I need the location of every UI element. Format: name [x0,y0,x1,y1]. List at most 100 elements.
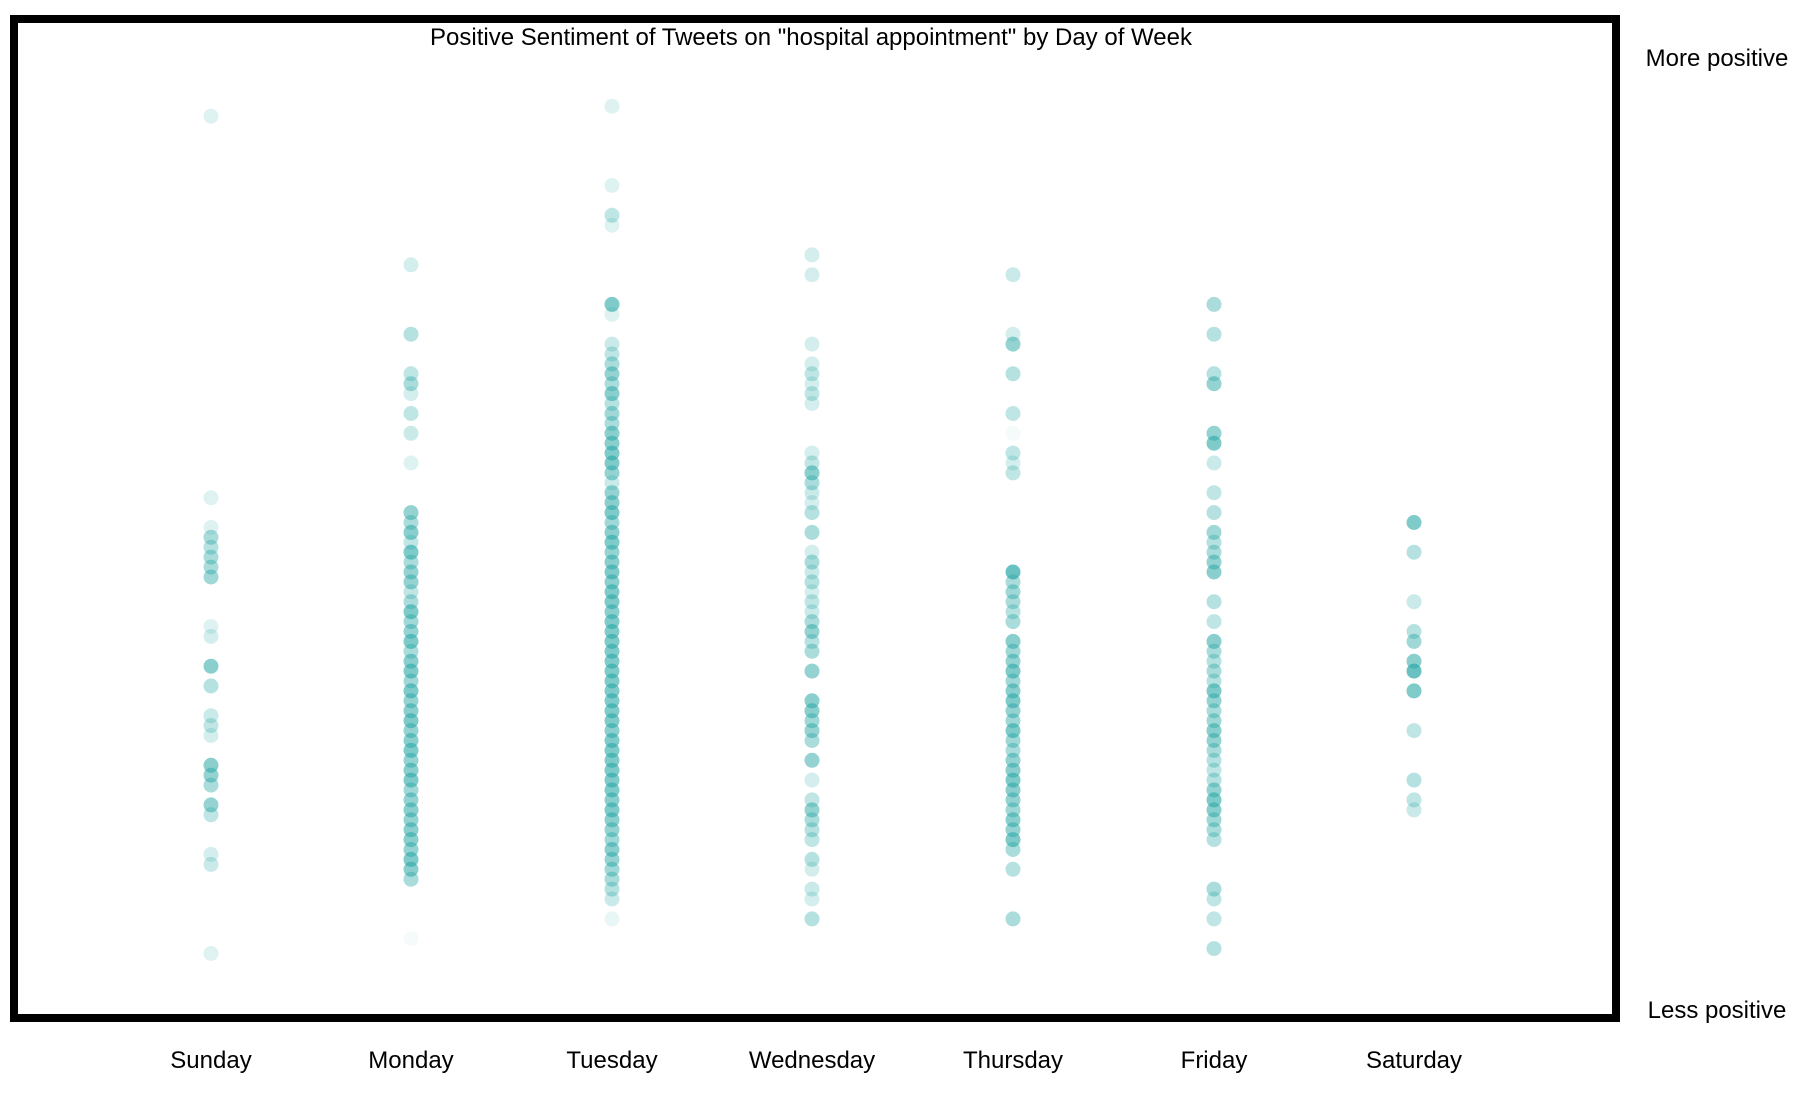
data-point [1206,881,1222,897]
data-point [1005,911,1021,927]
data-point [604,178,620,193]
data-point [1005,792,1021,808]
data-point [604,851,620,867]
data-point [1005,445,1021,461]
data-point [1206,296,1222,312]
data-point [804,752,820,768]
data-point [804,663,820,679]
data-point [804,505,820,521]
data-point [804,881,820,897]
data-point [604,871,620,887]
data-point [1406,544,1422,560]
data-point [1005,425,1021,441]
data-point [203,797,219,813]
data-point [604,911,620,927]
data-point [804,396,820,411]
data-point [203,767,219,783]
data-point [804,336,820,352]
x-tick-label: Thursday [963,1047,1063,1074]
data-point [1206,663,1222,679]
data-point [1406,802,1422,818]
data-point [1005,594,1021,610]
data-point [804,891,820,907]
data-point [1406,515,1422,530]
data-point [1005,584,1021,600]
data-point [1005,614,1021,630]
data-point [203,678,219,694]
data-point [403,574,419,590]
data-point [604,306,620,322]
data-point [1005,267,1021,283]
data-point [403,584,419,600]
data-point [804,772,820,788]
plot-frame [10,15,1620,1022]
data-point [804,356,820,372]
data-point [403,524,419,540]
data-point [203,108,219,124]
data-point [403,931,419,947]
data-point [804,544,820,560]
data-point [804,564,820,580]
data-point [804,386,820,402]
data-point [804,267,820,283]
data-point [804,604,820,620]
data-point [1005,406,1021,421]
data-point [604,346,620,362]
data-point [1406,624,1422,639]
data-point [403,633,419,649]
data-point [1206,505,1222,521]
data-point [1206,633,1222,649]
data-point [203,658,219,674]
data-point [804,465,820,481]
data-point [403,544,419,560]
data-point [1406,633,1422,649]
data-point [403,861,419,877]
data-point [604,296,620,312]
data-point [203,559,219,575]
data-point [203,708,219,724]
data-point [203,946,219,961]
data-point [1005,465,1021,481]
x-tick-label: Tuesday [566,1047,657,1074]
data-point [804,822,820,838]
data-point [804,851,820,867]
data-point [1406,792,1422,808]
data-point [604,891,620,907]
data-point [1005,663,1021,679]
data-point [1206,376,1222,392]
chart-title: Positive Sentiment of Tweets on "hospita… [430,24,1193,51]
data-point [403,871,419,887]
data-point [804,624,820,639]
x-tick-label: Wednesday [749,1047,875,1074]
data-point [604,366,620,382]
x-tick-label: Saturday [1366,1047,1462,1074]
data-point [1206,564,1222,580]
data-point [604,505,620,521]
data-point [1206,653,1222,669]
data-point [1406,594,1422,610]
data-points [203,98,1422,961]
data-point [804,475,820,491]
data-point [1406,663,1422,679]
data-point [1206,326,1222,342]
data-point [804,574,820,590]
x-tick-label: Sunday [170,1047,251,1074]
data-point [203,519,219,535]
data-point [1005,723,1021,739]
data-point [604,207,620,223]
data-point [1206,594,1222,610]
data-point [1206,435,1222,451]
data-point [804,832,820,848]
data-point [1206,941,1222,957]
data-point [804,445,820,461]
data-point [1206,762,1222,778]
data-point [1005,336,1021,352]
data-point [203,539,219,555]
data-point [403,326,419,342]
data-point [804,485,820,501]
data-point [804,584,820,600]
data-point [1206,822,1222,838]
x-tick-label: Friday [1181,1047,1248,1074]
data-point [604,386,620,402]
